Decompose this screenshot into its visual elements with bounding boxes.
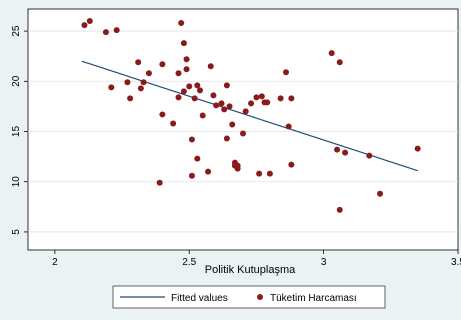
scatter-point (229, 121, 236, 128)
scatter-point (81, 22, 88, 29)
scatter-point (180, 40, 187, 47)
scatter-point (86, 18, 93, 25)
scatter-point (188, 136, 195, 143)
x-axis: 2 2.5 3 3.5 (52, 250, 461, 268)
scatter-point (366, 152, 373, 159)
scatter-point (207, 63, 214, 70)
scatter-point (191, 95, 198, 102)
scatter-point (180, 88, 187, 95)
x-tick-label: 3 (321, 257, 327, 268)
plot-area (27, 8, 459, 251)
scatter-point (377, 190, 384, 197)
scatter-point (205, 168, 212, 175)
scatter-point (102, 29, 109, 36)
scatter-point (159, 61, 166, 68)
scatter-point (186, 83, 193, 90)
scatter-point (336, 206, 343, 213)
scatter-point (213, 102, 220, 109)
legend-label-scatter: Tüketim Harcaması (270, 293, 357, 304)
scatter-point (240, 130, 246, 137)
scatter-point (283, 69, 289, 76)
scatter-point (288, 95, 295, 102)
y-tick-label: 10 (11, 176, 22, 188)
scatter-point (248, 100, 255, 107)
scatter-point (258, 93, 265, 100)
scatter-point (113, 27, 120, 34)
scatter-point (175, 94, 182, 101)
scatter-point (223, 82, 230, 89)
scatter-point (242, 108, 249, 115)
scatter-point (253, 94, 260, 101)
fitted-values-line (81, 60, 418, 172)
scatter-point (124, 79, 131, 86)
legend-marker-swatch (257, 294, 263, 300)
scatter-point (342, 149, 349, 156)
scatter-point (183, 56, 190, 63)
scatter-point (234, 165, 241, 172)
scatter-point (210, 92, 217, 99)
scatter-point (188, 172, 195, 179)
x-tick-label: 3.5 (451, 257, 461, 268)
y-tick-label: 5 (11, 229, 22, 235)
scatter-point (226, 103, 233, 110)
scatter-point (256, 170, 263, 177)
scatter-point (108, 84, 115, 91)
scatter-point (328, 50, 335, 57)
scatter-point (140, 79, 147, 86)
legend-label-fitted: Fitted values (171, 293, 228, 304)
legend-box (112, 285, 386, 309)
scatter-point (194, 82, 201, 89)
scatter-point (334, 146, 341, 153)
scatter-point (194, 155, 201, 162)
scatter-point (135, 59, 142, 66)
y-tick-label: 20 (11, 75, 22, 87)
scatter-point (221, 106, 228, 113)
x-tick-label: 2.5 (182, 257, 196, 268)
scatter-point (137, 85, 144, 92)
y-tick-label: 15 (11, 126, 22, 138)
scatter-point (170, 120, 177, 127)
scatter-point (175, 70, 182, 77)
y-axis: 5 10 15 20 25 (11, 25, 28, 235)
x-tick-label: 2 (52, 257, 58, 268)
scatter-point (156, 179, 163, 186)
scatter-point (288, 161, 295, 168)
scatter-point (159, 111, 166, 118)
scatter-point (414, 145, 421, 152)
scatter-point (277, 95, 284, 102)
scatter-point (266, 170, 273, 177)
scatter-point (285, 123, 292, 130)
scatter-point (178, 20, 185, 27)
legend: Fitted values Tüketim Harcaması (112, 285, 386, 309)
scatter-point (218, 100, 225, 107)
scatter-point (183, 66, 190, 73)
scatter-point (223, 135, 230, 142)
scatter-point (127, 95, 134, 102)
series-layer (81, 18, 421, 213)
scatter-point (199, 112, 206, 119)
scatter-point (145, 70, 152, 77)
scatter-point (197, 87, 203, 94)
x-axis-title: Politik Kutuplaşma (205, 264, 296, 276)
y-tick-label: 25 (11, 25, 22, 37)
scatter-point (264, 99, 271, 106)
scatter-point (336, 59, 343, 66)
